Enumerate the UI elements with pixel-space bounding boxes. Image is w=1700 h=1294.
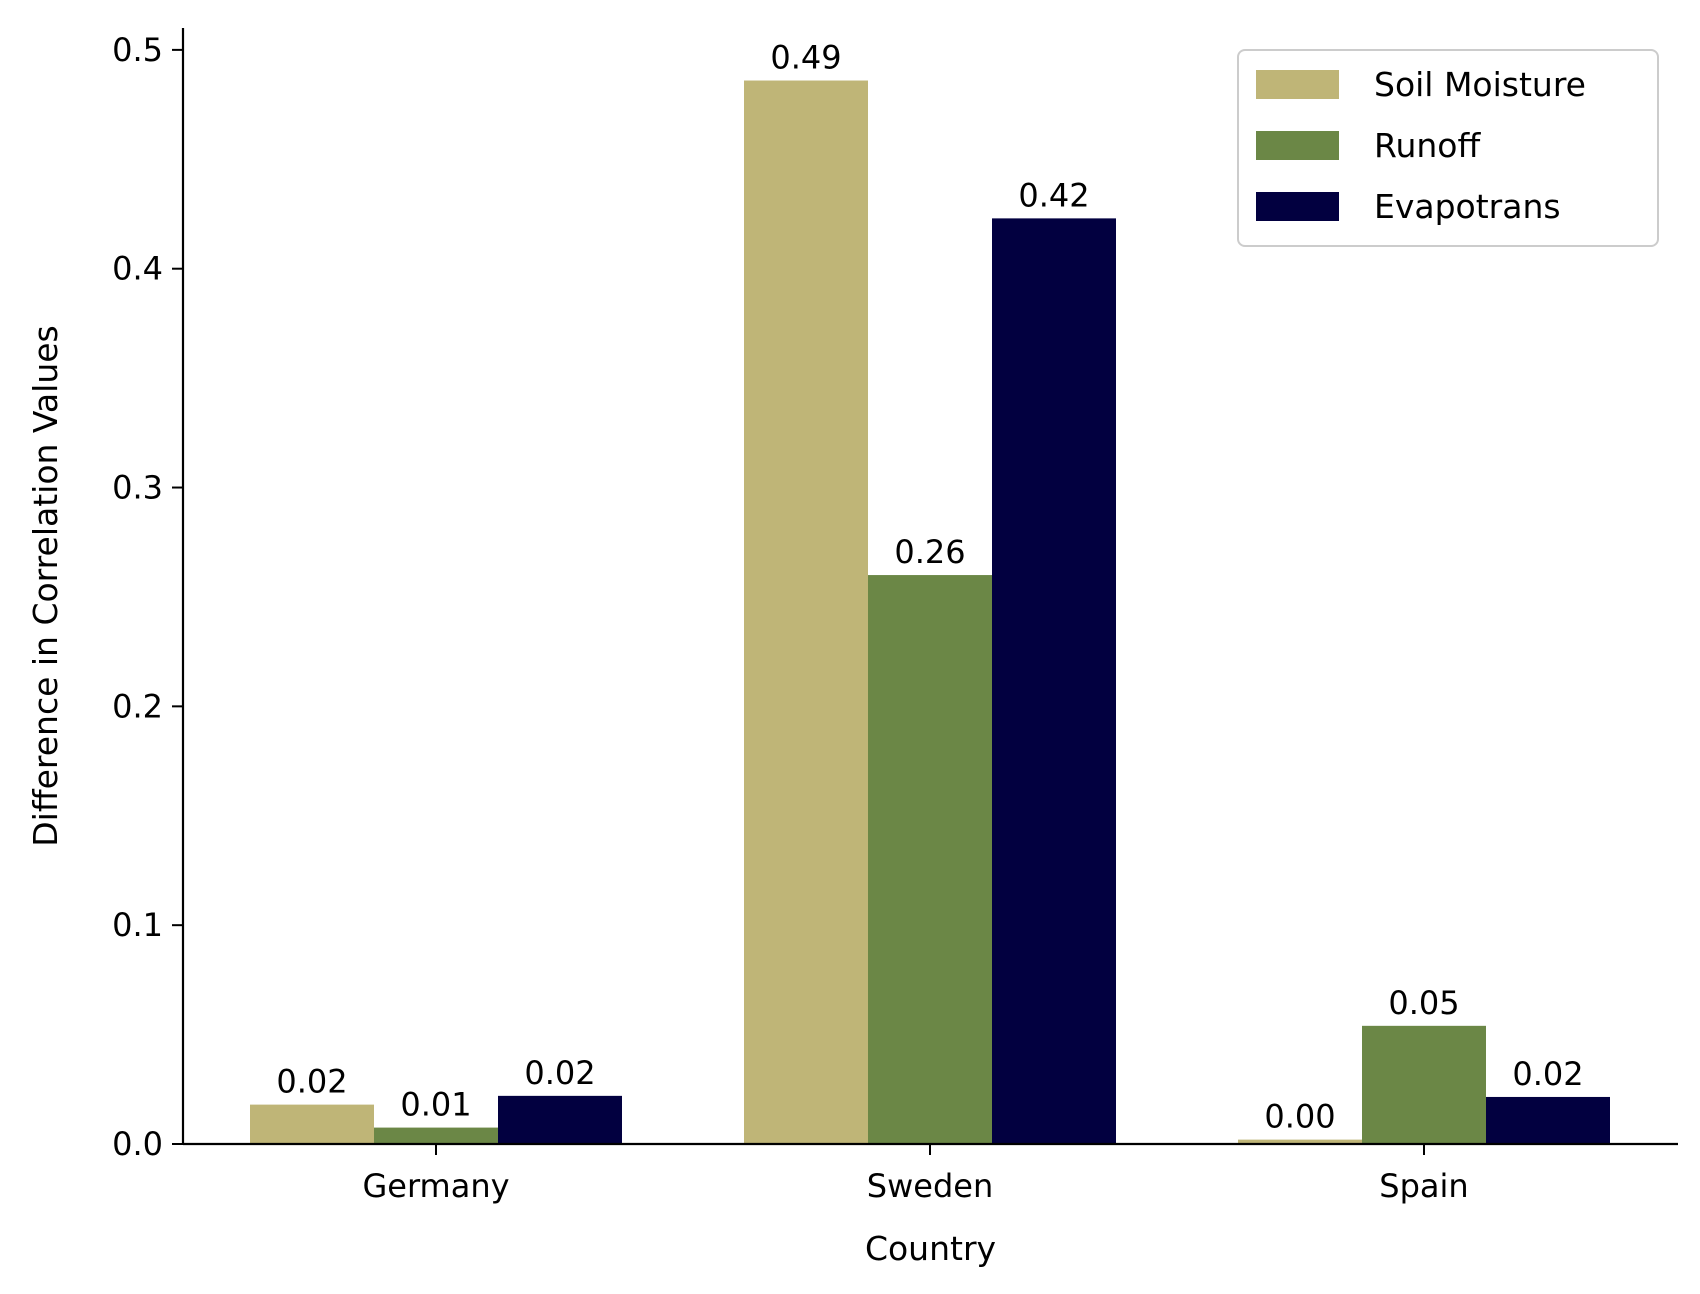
data-label-evapotrans-spain: 0.02	[1512, 1055, 1583, 1093]
data-label-runoff-spain: 0.05	[1388, 984, 1459, 1022]
legend: Soil Moisture Runoff Evapotrans	[1237, 49, 1659, 247]
data-label-soil-moisture-spain: 0.00	[1264, 1098, 1335, 1136]
y-axis-title: Difference in Correlation Values	[26, 325, 65, 846]
bars-layer	[250, 80, 1610, 1144]
bar-runoff-germany	[374, 1127, 498, 1144]
bar-runoff-sweden	[868, 575, 992, 1144]
legend-frame	[1237, 49, 1659, 247]
data-label-runoff-germany: 0.01	[400, 1086, 471, 1124]
y-tick-label: 0.4	[112, 250, 163, 288]
y-tick-label: 0.5	[112, 31, 163, 69]
data-label-runoff-sweden: 0.26	[894, 533, 965, 571]
data-label-soil-moisture-germany: 0.02	[276, 1063, 347, 1101]
data-labels-layer: 0.02 0.49 0.00 0.01 0.26 0.05 0.02 0.42 0.02	[276, 39, 1583, 1136]
bar-evapotrans-spain	[1486, 1096, 1610, 1144]
legend-label-soil-moisture: Soil Moisture	[1374, 65, 1586, 104]
bar-soil-moisture-sweden	[744, 80, 868, 1144]
bar-runoff-spain	[1362, 1025, 1486, 1144]
legend-swatch-soil-moisture	[1256, 70, 1339, 99]
bar-evapotrans-germany	[498, 1095, 622, 1144]
bar-soil-moisture-germany	[250, 1104, 374, 1144]
x-tick-label-sweden: Sweden	[867, 1167, 993, 1205]
y-tick-label: 0.3	[112, 469, 163, 507]
y-tick-label: 0.2	[112, 687, 163, 725]
legend-label-evapotrans: Evapotrans	[1374, 187, 1561, 226]
axes-layer: 0.0 0.1 0.2 0.3 0.4 0.5 Germany Sweden Spain	[112, 28, 1678, 1205]
x-tick-label-germany: Germany	[362, 1167, 509, 1205]
y-tick-label: 0.1	[112, 906, 163, 944]
legend-swatch-runoff	[1256, 131, 1339, 160]
legend-label-runoff: Runoff	[1374, 126, 1481, 165]
bar-evapotrans-sweden	[992, 218, 1116, 1144]
data-label-evapotrans-germany: 0.02	[524, 1054, 595, 1092]
y-tick-label: 0.0	[112, 1125, 163, 1163]
x-tick-label-spain: Spain	[1379, 1167, 1468, 1205]
data-label-evapotrans-sweden: 0.42	[1018, 176, 1089, 214]
data-label-soil-moisture-sweden: 0.49	[770, 39, 841, 77]
bar-soil-moisture-spain	[1238, 1139, 1362, 1144]
legend-swatch-evapotrans	[1256, 192, 1339, 221]
x-axis-title: Country	[865, 1229, 996, 1268]
